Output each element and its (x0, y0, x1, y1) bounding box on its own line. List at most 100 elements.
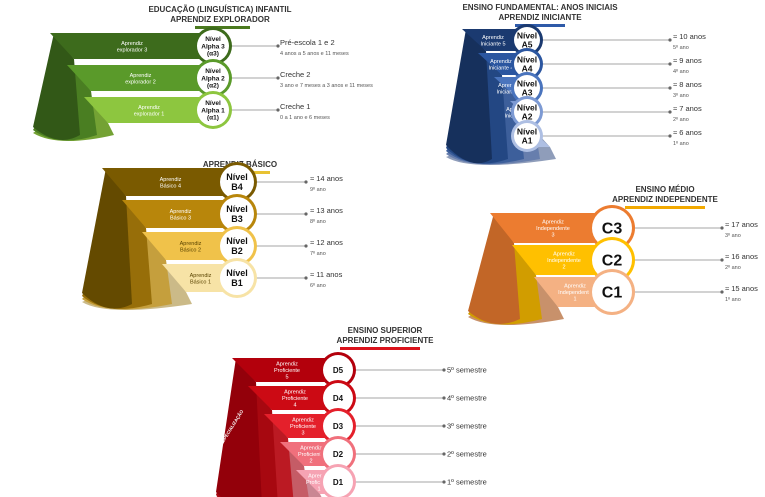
level-node (514, 51, 540, 77)
stair-face (33, 33, 80, 140)
level-node (220, 261, 254, 295)
level-sub-text: 1º ano (725, 296, 741, 303)
level-band (248, 386, 338, 410)
level-band-label: Aprendiz Independente 3 (536, 220, 570, 239)
level-main-text: Creche 1 (280, 102, 310, 111)
level-node (514, 75, 540, 101)
level-node (592, 240, 632, 280)
level-band-label: Aprendiz Proficiente 1 (306, 474, 332, 493)
level-node (323, 411, 353, 441)
level-main-text: ≈ 7 anos (673, 104, 702, 113)
level-node (514, 99, 540, 125)
level-band-label: Aprendiz Proficiente 5 (274, 362, 300, 381)
level-node-label: C3 (602, 221, 623, 238)
superior-title: ENSINO SUPERIOR (347, 326, 423, 335)
connector-dot (442, 452, 446, 456)
level-node (197, 62, 229, 94)
level-node-label: Nível A5 (517, 30, 537, 49)
level-sub-text: 6º ano (310, 282, 326, 289)
panel-infantil: Aprendiz explorador 3 Nível Alpha 3 (α3) Pré-… (33, 27, 373, 142)
level-node-label: D4 (333, 394, 344, 403)
level-band-label: Aprendiz Iniciante 3 (496, 83, 521, 96)
level-band-label: Aprendiz Iniciante 5 (480, 35, 505, 48)
level-sub-text: 1º ano (673, 140, 689, 147)
level-sub-text: 7º ano (310, 250, 326, 257)
level-main-text: ≈ 16 anos (725, 252, 758, 261)
connector-dot (668, 134, 672, 138)
level-main-text: Creche 2 (280, 70, 310, 79)
infantil-accent-bar (195, 26, 250, 29)
connector-dot (720, 226, 724, 230)
connector-dot (668, 38, 672, 42)
level-node-label: Nível A4 (517, 54, 537, 73)
connector-dot (668, 62, 672, 66)
level-main-text: ≈ 17 anos (725, 220, 758, 229)
level-main-text: 5º semestre (447, 366, 487, 375)
level-main-text: 3º semestre (447, 422, 487, 431)
level-band-label: Aprendiz Proficiente 3 (290, 418, 316, 437)
level-node (323, 439, 353, 469)
level-band (67, 65, 210, 91)
level-band-label: Aprendiz Independente 2 (547, 252, 581, 271)
level-node (592, 272, 632, 312)
connector-dot (720, 258, 724, 262)
level-node-label: Nível Alpha 3 (α3) (201, 36, 225, 57)
level-main-text: 1º semestre (447, 478, 487, 487)
side-label: DOUTORADO (189, 457, 209, 485)
level-node-label: Nível A2 (517, 102, 537, 121)
level-sub-text: 3 ano e 7 meses a 3 anos e 11 meses (280, 83, 373, 89)
superior-accent-bar (340, 347, 420, 350)
level-node (220, 197, 254, 231)
level-sub-text: 0 a 1 ano e 6 meses (280, 115, 330, 121)
level-main-text: ≈ 14 anos (310, 174, 343, 183)
level-band (142, 232, 235, 260)
level-sub-text: 5º ano (673, 44, 689, 51)
stair-face (82, 168, 132, 309)
infantil-title: EDUCAÇÃO (LINGUÍSTICA) INFANTIL (148, 5, 292, 14)
panel-fundamental: Aprendiz Iniciante 5 Nível A5 ≈ 10 anos 5º an… (446, 24, 706, 166)
level-band (264, 414, 338, 438)
level-node-label: D2 (333, 450, 344, 459)
connector-dot (442, 396, 446, 400)
level-sub-text: 4º ano (673, 68, 689, 75)
panel-basico: Aprendiz Básico 4 Nível B4 ≈ 14 anos 9º ano Ap… (82, 162, 343, 311)
level-node (220, 229, 254, 263)
level-node-label: Nível Alpha 1 (α1) (201, 100, 225, 121)
connector-dot (668, 86, 672, 90)
level-band-label: Aprendiz Básico 4 (160, 177, 182, 190)
level-sub-text: 2º ano (725, 264, 741, 271)
level-main-text: ≈ 12 anos (310, 238, 343, 247)
level-node (323, 355, 353, 385)
level-node-label: Nível A3 (517, 78, 537, 97)
level-node-label: Nível B2 (226, 236, 248, 256)
level-node (197, 30, 229, 62)
fundamental-accent-bar (515, 24, 565, 27)
connector-dot (720, 290, 724, 294)
level-node-label: D3 (333, 422, 344, 431)
level-main-text: ≈ 9 anos (673, 56, 702, 65)
connector-dot (304, 212, 308, 216)
level-band-label: Aprendiz Proficiente 2 (298, 446, 324, 465)
level-node (514, 123, 540, 149)
connector-dot (442, 480, 446, 484)
level-band (478, 53, 520, 75)
level-sub-text: 3º ano (673, 92, 689, 99)
level-band (512, 245, 612, 275)
fundamental-subtitle: APRENDIZ INICIANTE (498, 13, 582, 22)
level-band (122, 200, 235, 228)
level-node-label: Nível B3 (226, 204, 248, 224)
connector-dot (276, 108, 280, 112)
level-band-label: Aprendiz explorador 3 (117, 41, 148, 54)
level-sub-text: 4 anos a 5 anos e 11 meses (280, 51, 349, 57)
level-band-label: Aprendiz Básico 2 (180, 241, 202, 254)
level-main-text: 2º semestre (447, 450, 487, 459)
level-main-text: ≈ 8 anos (673, 80, 702, 89)
level-band-label: Aprendiz Iniciante 4 (488, 59, 513, 72)
connector-dot (442, 368, 446, 372)
panel-medio: Aprendiz Independente 3 C3 ≈ 17 anos 3º ano Ap… (468, 205, 758, 326)
level-sub-text: 3º ano (725, 232, 741, 239)
level-main-text: ≈ 13 anos (310, 206, 343, 215)
connector-dot (304, 276, 308, 280)
level-band (232, 358, 338, 382)
